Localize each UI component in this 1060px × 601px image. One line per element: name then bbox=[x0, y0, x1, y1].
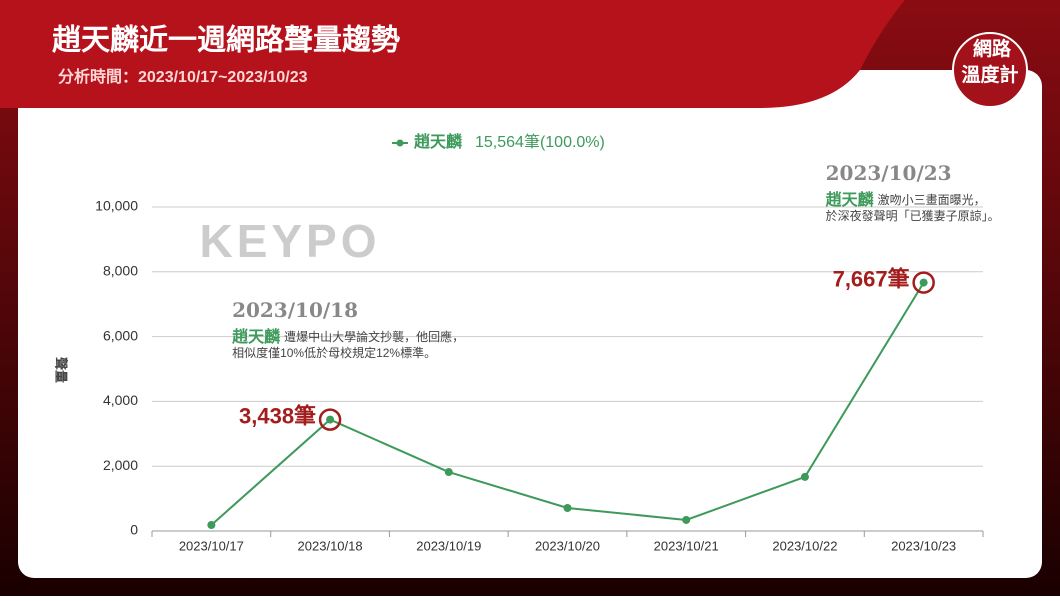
x-tick-label: 2023/10/23 bbox=[891, 538, 956, 553]
x-tick-label: 2023/10/22 bbox=[772, 538, 837, 553]
annotation-name: 趙天麟 bbox=[232, 327, 281, 346]
x-tick-label: 2023/10/20 bbox=[535, 538, 600, 553]
y-tick-label: 0 bbox=[130, 522, 138, 538]
y-axis-label: 聲量 bbox=[54, 357, 69, 383]
logo-text: 網路 bbox=[973, 37, 1012, 60]
data-point bbox=[800, 472, 809, 481]
legend-value: 15,564筆(100.0%) bbox=[475, 133, 605, 151]
data-point bbox=[563, 503, 572, 512]
highlight-ring bbox=[318, 408, 342, 431]
subtitle: 分析時間：2023/10/17~2023/10/23 bbox=[58, 67, 308, 86]
annotation-name: 趙天麟 bbox=[826, 190, 875, 209]
watermark: KEYPO bbox=[199, 215, 380, 267]
y-tick-label: 10,000 bbox=[95, 198, 138, 214]
legend-name: 趙天麟 bbox=[414, 132, 463, 151]
x-tick-label: 2023/10/19 bbox=[416, 538, 481, 553]
value-label: 3,438筆 bbox=[239, 403, 316, 428]
legend-marker bbox=[396, 139, 404, 147]
annotation-text: 激吻小三畫面曝光， bbox=[878, 192, 986, 207]
data-point bbox=[444, 468, 453, 477]
annotation-text: 相似度僅10%低於母校規定12%標準。 bbox=[232, 345, 436, 360]
x-tick-label: 2023/10/21 bbox=[654, 538, 719, 553]
logo-text: 溫度計 bbox=[961, 63, 1018, 86]
header-banner bbox=[0, 0, 905, 108]
data-point bbox=[326, 415, 335, 424]
y-tick-label: 4,000 bbox=[103, 392, 138, 408]
highlight-ring bbox=[912, 271, 935, 294]
y-tick-label: 8,000 bbox=[103, 263, 138, 279]
logo bbox=[952, 32, 1028, 108]
x-tick-label: 2023/10/18 bbox=[298, 538, 363, 553]
panel bbox=[18, 70, 1042, 578]
data-point bbox=[682, 515, 691, 524]
x-tick-label: 2023/10/17 bbox=[179, 538, 244, 553]
value-label: 7,667筆 bbox=[833, 266, 910, 291]
annotation-text: 於深夜發聲明「已獲妻子原諒」。 bbox=[826, 208, 1000, 223]
y-tick-label: 6,000 bbox=[103, 327, 138, 343]
data-point bbox=[207, 521, 216, 530]
title: 趙天麟近一週網路聲量趨勢 bbox=[52, 23, 400, 57]
annotation-text: 遭爆中山大學論文抄襲，他回應， bbox=[284, 329, 464, 344]
annotation-date: 2023/10/23 bbox=[826, 161, 952, 185]
annotation-date: 2023/10/18 bbox=[232, 298, 358, 322]
data-point bbox=[919, 278, 928, 287]
y-tick-label: 2,000 bbox=[103, 457, 138, 473]
